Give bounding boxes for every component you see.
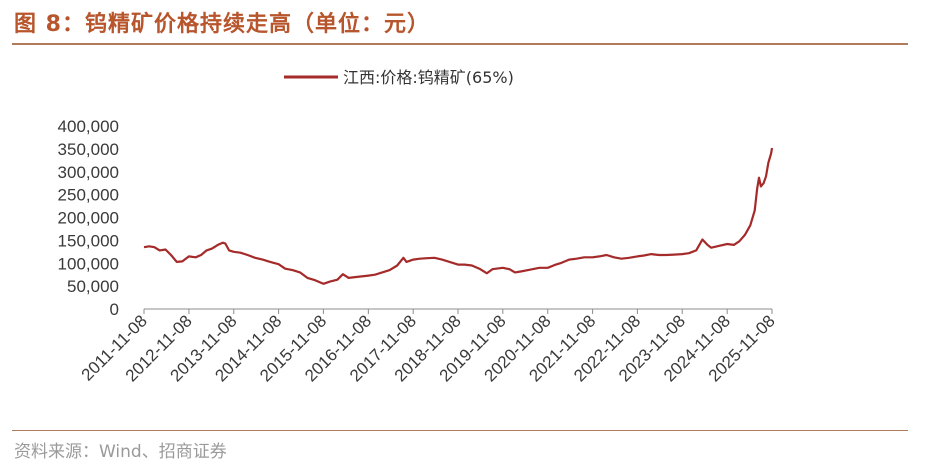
y-tick-label: 150,000 — [58, 231, 119, 250]
legend-label: 江西:价格:钨精矿(65%) — [343, 68, 514, 87]
title-divider — [12, 43, 908, 45]
y-tick-label: 0 — [110, 300, 119, 319]
x-axis: 2011-11-082012-11-082013-11-082014-11-08… — [78, 308, 779, 385]
y-tick-label: 350,000 — [58, 140, 119, 159]
y-tick-label: 200,000 — [58, 209, 119, 228]
source-note: 资料来源：Wind、招商证券 — [14, 442, 227, 462]
footer-divider — [12, 430, 908, 431]
y-tick-label: 300,000 — [58, 163, 119, 182]
y-tick-label: 250,000 — [58, 186, 119, 205]
chart-legend: 江西:价格:钨精矿(65%) — [284, 68, 514, 87]
y-tick-label: 50,000 — [67, 277, 119, 296]
y-axis: 0 50,000 100,000 150,000 200,000 250,000 300,0… — [58, 117, 119, 319]
line-chart: 江西:价格:钨精矿(65%) 0 50,000 100,000 150,000 200,… — [58, 68, 779, 385]
plot-area — [143, 147, 774, 285]
y-tick-label: 400,000 — [58, 117, 119, 136]
y-tick-label: 100,000 — [58, 254, 119, 273]
figure-title: 图 8：钨精矿价格持续走高（单位：元） — [14, 12, 430, 37]
series-line — [143, 147, 774, 285]
